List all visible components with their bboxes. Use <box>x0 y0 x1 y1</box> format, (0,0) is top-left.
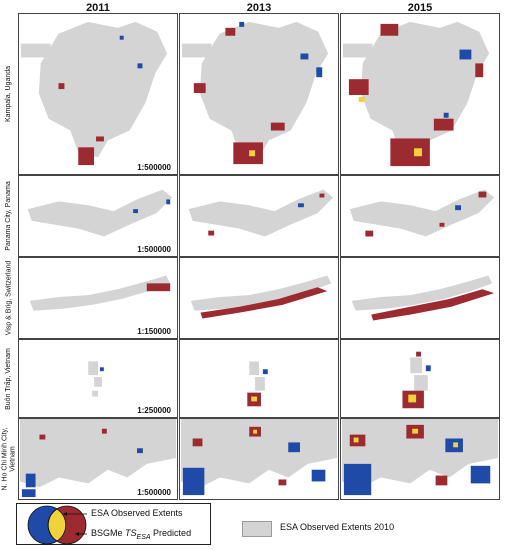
map-visp-2015 <box>351 275 495 321</box>
map-panel-buon-trap-2013 <box>179 339 339 418</box>
row-label-panama: Panama City, Panama <box>0 175 18 257</box>
legend-esa-observed: ESA Observed Extents <box>91 508 183 518</box>
map-panel-kampala-2011: 1:500000 <box>18 13 178 175</box>
map-panel-visp-2011: 1:150000 <box>18 257 178 339</box>
map-panel-hcmc-2015 <box>340 418 500 500</box>
row-label-text: Kampala, Uganda <box>5 65 13 123</box>
map-hcmc-2011 <box>19 419 177 498</box>
legend-esa-sub: ESA <box>136 533 151 541</box>
legend-box: ESA Observed Extents BSGMe TSESA Predict… <box>16 503 211 545</box>
map-kampala-2013 <box>181 21 329 165</box>
map-visp-2011 <box>29 275 171 311</box>
scale-label: 1:500000 <box>137 163 171 172</box>
map-buon-trap-2015 <box>402 351 431 409</box>
map-panel-panama-2011: 1:500000 <box>18 175 178 257</box>
map-panel-kampala-2013 <box>179 13 339 175</box>
row-label-text: Buôn Trấp, Vietnam <box>5 347 12 410</box>
scale-label: 1:500000 <box>137 488 171 497</box>
map-panama-2011 <box>27 189 173 237</box>
map-buon-trap-2013 <box>247 361 268 407</box>
row-label-text: N. Ho Chi Minh City, Vietnam <box>1 427 17 491</box>
map-panama-2015 <box>349 189 495 237</box>
column-header-2015: 2015 <box>407 2 433 14</box>
row-label-kampala: Kampala, Uganda <box>0 13 18 175</box>
legend-bsgme-predicted: BSGMe TSESA Predicted <box>91 528 191 541</box>
map-kampala-2015 <box>342 21 490 167</box>
map-panel-visp-2015 <box>340 257 500 339</box>
map-panel-buon-trap-2015 <box>340 339 500 418</box>
legend-ts: TS <box>125 528 137 538</box>
legend-bsgme-prefix: BSGMe <box>91 528 126 538</box>
map-hcmc-2015 <box>341 419 499 496</box>
map-panel-hcmc-2013 <box>179 418 339 500</box>
row-label-buon-trap: Buôn Trấp, Vietnam <box>0 339 18 418</box>
column-header-2011: 2011 <box>86 2 110 14</box>
map-visp-2013 <box>190 275 332 319</box>
map-panel-kampala-2015 <box>340 13 500 175</box>
map-panel-visp-2013 <box>179 257 339 339</box>
map-kampala-2011 <box>20 21 168 166</box>
venn-diagram <box>27 505 87 545</box>
column-header-2013: 2013 <box>246 2 272 14</box>
map-buon-trap-2011 <box>88 361 104 397</box>
map-panel-buon-trap-2011: 1:250000 <box>18 339 178 418</box>
scale-label: 1:500000 <box>137 245 171 254</box>
scale-label: 1:250000 <box>137 406 171 415</box>
map-panel-panama-2013 <box>179 175 339 257</box>
legend-bsgme-suffix: Predicted <box>150 528 192 538</box>
map-panel-panama-2015 <box>340 175 500 257</box>
row-label-ho-chi-minh: N. Ho Chi Minh City, Vietnam <box>0 418 18 500</box>
legend-esa-2010-swatch <box>242 521 272 537</box>
map-panel-hcmc-2011: 1:500000 <box>18 418 178 500</box>
scale-label: 1:150000 <box>137 327 171 336</box>
map-panama-2013 <box>188 189 334 237</box>
row-label-visp: Visp & Brig, Switzerland <box>0 257 18 339</box>
map-hcmc-2013 <box>180 419 338 496</box>
row-label-text: Visp & Brig, Switzerland <box>5 260 13 336</box>
row-label-text: Panama City, Panama <box>5 181 13 251</box>
legend-esa-2010: ESA Observed Extents 2010 <box>280 522 395 532</box>
